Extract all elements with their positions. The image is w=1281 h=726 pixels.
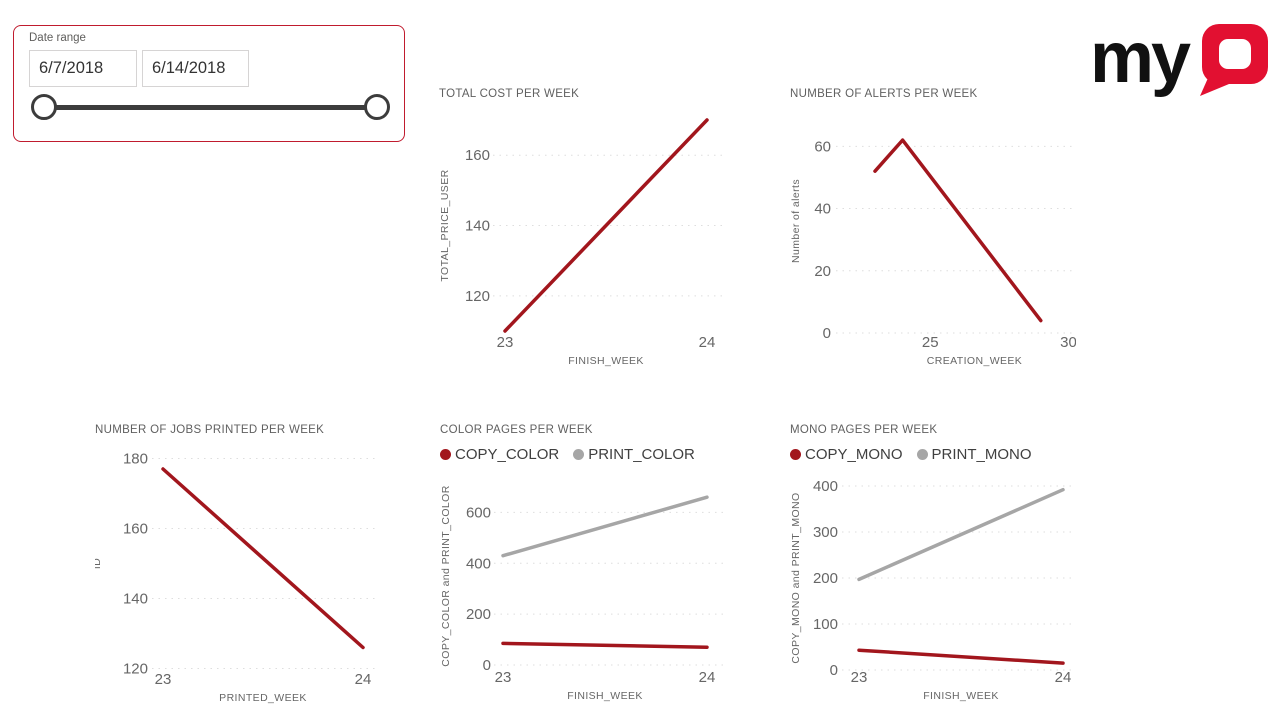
legend-label: PRINT_MONO [931,446,1032,463]
x-axis-label: FINISH_WEEK [567,690,643,702]
x-axis-label: PRINTED_WEEK [219,692,307,704]
y-axis-label: COPY_COLOR and PRINT_COLOR [440,485,452,666]
line-chart-number-of-alerts-per-week[interactable]: 0 20 40 60 25 30 CREATION_WEEK Number of alerts [790,98,1076,380]
x-axis-label: FINISH_WEEK [568,355,644,367]
chart-mono-pages-per-week: MONO PAGES PER WEEK COPY_MONO PRINT_MONO… [790,418,1076,718]
x-tick-label: 24 [699,669,716,686]
y-tick-label: 400 [813,478,838,495]
legend: COPY_COLOR PRINT_COLOR [440,446,695,463]
legend-dot-icon [440,449,451,460]
legend-item-print-mono[interactable]: PRINT_MONO [916,446,1032,463]
legend-dot-icon [916,449,928,460]
y-axis-label: Number of alerts [790,179,802,263]
legend-item-copy-color[interactable]: COPY_COLOR [440,446,559,463]
y-tick-label: 120 [465,288,490,305]
date-range-label: Date range [29,32,86,44]
y-tick-label: 40 [814,201,831,218]
y-tick-label: 140 [465,218,490,235]
y-tick-label: 200 [466,606,491,623]
slider-handle-start[interactable] [31,94,57,120]
date-range-slicer: Date range 6/7/2018 6/14/2018 [13,25,405,142]
y-axis-label: TOTAL_PRICE_USER [439,169,451,281]
series-line-print-mono[interactable] [857,487,1065,582]
y-tick-label: 60 [814,138,831,155]
chart-title: TOTAL COST PER WEEK [439,88,580,100]
y-axis-label: COPY_MONO and PRINT_MONO [790,492,802,663]
y-tick-label: 20 [814,263,831,280]
end-date-input[interactable]: 6/14/2018 [142,50,249,87]
y-tick-label: 600 [466,504,491,521]
y-tick-label: 0 [483,657,491,674]
series-line-total-price-user[interactable] [503,118,709,333]
myq-logo: my [1092,18,1268,98]
chart-title: NUMBER OF JOBS PRINTED PER WEEK [95,424,325,436]
slider-handle-end[interactable] [364,94,390,120]
x-axis-label: CREATION_WEEK [927,355,1022,367]
start-date-input[interactable]: 6/7/2018 [29,50,137,87]
y-axis-label: ID [95,558,103,569]
y-tick-label: 300 [813,524,838,541]
y-tick-label: 140 [123,591,148,608]
x-tick-label: 23 [155,671,172,688]
line-chart-total-cost-per-week[interactable]: 120 140 160 23 24 FINISH_WEEK TOTAL_PRICE_USER [439,98,725,380]
series-line-copy-mono[interactable] [857,648,1065,665]
x-tick-label: 24 [355,671,372,688]
legend-label: PRINT_COLOR [588,446,695,463]
chart-number-of-jobs-printed-per-week: NUMBER OF JOBS PRINTED PER WEEK 120 140 16… [95,418,381,718]
x-tick-label: 23 [497,334,514,351]
legend-label: COPY_COLOR [455,446,560,463]
legend-label: COPY_MONO [805,446,903,463]
y-tick-label: 120 [123,661,148,678]
chart-total-cost-per-week: TOTAL COST PER WEEK 120 140 160 23 24 FINISH_… [439,84,725,380]
series-line-print-color[interactable] [501,495,709,558]
chart-title: NUMBER OF ALERTS PER WEEK [790,88,978,100]
chart-title: MONO PAGES PER WEEK [790,424,938,436]
chart-number-of-alerts-per-week: NUMBER OF ALERTS PER WEEK 0 20 40 60 25 30 CRE… [790,84,1076,380]
x-tick-label: 23 [851,669,868,686]
y-tick-label: 0 [823,325,831,342]
date-range-slider-track[interactable] [44,105,377,110]
legend-item-copy-mono[interactable]: COPY_MONO [790,446,903,463]
chart-color-pages-per-week: COLOR PAGES PER WEEK COPY_COLOR PRINT_CO… [440,418,726,718]
y-tick-label: 0 [830,662,838,679]
y-tick-label: 100 [813,616,838,633]
chart-title: COLOR PAGES PER WEEK [440,424,593,436]
y-tick-label: 160 [465,147,490,164]
series-line-id[interactable] [161,467,365,650]
line-chart-mono-pages-per-week[interactable]: 0 100 200 300 400 23 24 FINISH_WEEK COPY_MONO an… [790,458,1076,718]
y-tick-label: 200 [813,570,838,587]
line-chart-number-of-jobs-printed-per-week[interactable]: 120 140 160 180 23 24 PRINTED_WEEK ID [95,432,381,718]
legend-item-print-color[interactable]: PRINT_COLOR [573,446,695,463]
x-axis-label: FINISH_WEEK [923,690,999,702]
y-tick-label: 160 [123,521,148,538]
y-tick-label: 180 [123,451,148,468]
line-chart-color-pages-per-week[interactable]: 0 200 400 600 23 24 FINISH_WEEK COPY_COLOR and … [440,458,726,718]
series-line-copy-color[interactable] [501,641,709,649]
x-tick-label: 23 [495,669,512,686]
legend: COPY_MONO PRINT_MONO [790,446,1032,463]
legend-dot-icon [573,449,585,460]
myq-logo-text-my: my [1092,18,1191,98]
y-tick-label: 400 [466,555,491,572]
x-tick-label: 25 [922,334,939,351]
x-tick-label: 24 [699,334,716,351]
legend-dot-icon [790,449,801,460]
x-tick-label: 30 [1060,334,1076,351]
x-tick-label: 24 [1055,669,1072,686]
series-line-number-of-alerts[interactable] [873,138,1043,323]
